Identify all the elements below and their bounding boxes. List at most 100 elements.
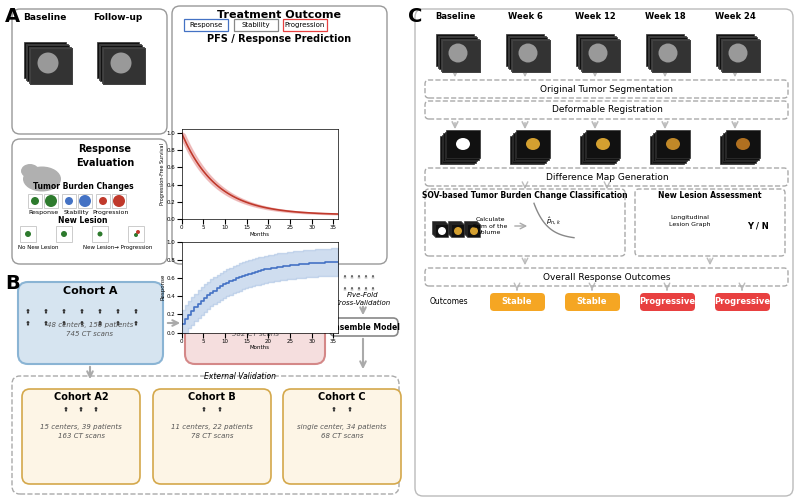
FancyBboxPatch shape	[172, 6, 387, 264]
Bar	[449, 222, 462, 235]
Bar	[581, 38, 618, 71]
Text: Cohort A2: Cohort A2	[54, 392, 108, 402]
Circle shape	[110, 52, 131, 74]
Bar	[56, 226, 72, 242]
FancyBboxPatch shape	[117, 311, 119, 314]
Text: External Validation: External Validation	[204, 372, 276, 381]
Text: A: A	[5, 7, 20, 26]
Text: B: B	[5, 274, 20, 293]
Circle shape	[134, 309, 138, 312]
Text: Baseline: Baseline	[23, 13, 66, 22]
Bar	[646, 34, 684, 66]
FancyBboxPatch shape	[286, 311, 290, 314]
Circle shape	[214, 321, 218, 324]
Bar	[112, 194, 126, 208]
Text: Outcomes: Outcomes	[430, 297, 469, 306]
FancyBboxPatch shape	[350, 277, 354, 279]
Bar	[451, 224, 464, 237]
Circle shape	[358, 287, 360, 289]
Text: Cohort C: Cohort C	[318, 392, 366, 402]
Circle shape	[81, 309, 83, 312]
Text: Difference Map Generation: Difference Map Generation	[546, 172, 668, 181]
FancyBboxPatch shape	[117, 324, 119, 326]
Bar	[20, 226, 36, 242]
Bar	[464, 221, 477, 234]
Bar	[722, 40, 760, 72]
FancyBboxPatch shape	[344, 277, 346, 279]
Bar	[582, 40, 620, 72]
FancyBboxPatch shape	[62, 311, 66, 314]
Text: Stable: Stable	[502, 297, 532, 306]
Bar	[128, 226, 144, 242]
Bar	[582, 40, 620, 72]
X-axis label: Months: Months	[250, 345, 270, 350]
Y-axis label: Progression-Free Survival: Progression-Free Survival	[160, 143, 166, 205]
Text: Week 24: Week 24	[714, 12, 755, 21]
Bar	[448, 221, 461, 234]
Bar	[184, 19, 228, 31]
Circle shape	[372, 287, 374, 289]
Circle shape	[250, 309, 254, 312]
Bar	[441, 38, 478, 71]
Text: PFS / Response Prediction: PFS / Response Prediction	[207, 34, 351, 44]
Text: Deformable Registration: Deformable Registration	[551, 105, 662, 114]
FancyBboxPatch shape	[333, 409, 335, 412]
FancyBboxPatch shape	[197, 311, 199, 314]
FancyBboxPatch shape	[250, 311, 254, 314]
Text: Progressive: Progressive	[714, 297, 770, 306]
FancyBboxPatch shape	[365, 289, 367, 291]
Bar	[62, 194, 76, 208]
Text: New Lesion Assessment: New Lesion Assessment	[658, 191, 762, 200]
Bar	[720, 136, 754, 164]
Bar	[467, 224, 480, 237]
Bar	[511, 135, 546, 162]
FancyBboxPatch shape	[269, 324, 271, 326]
FancyBboxPatch shape	[94, 409, 98, 412]
Circle shape	[589, 43, 607, 62]
Circle shape	[372, 275, 374, 277]
Bar	[510, 38, 549, 71]
Bar	[439, 37, 477, 69]
Circle shape	[98, 309, 102, 312]
Text: Progression: Progression	[93, 210, 129, 215]
Circle shape	[45, 309, 47, 312]
Text: $\hat{p}_{n,k}$: $\hat{p}_{n,k}$	[546, 216, 562, 227]
Circle shape	[61, 231, 67, 237]
FancyBboxPatch shape	[81, 324, 83, 326]
FancyBboxPatch shape	[79, 409, 82, 412]
Circle shape	[214, 309, 218, 312]
Bar	[26, 43, 67, 80]
Circle shape	[197, 321, 199, 324]
Bar	[578, 35, 615, 68]
Bar	[450, 223, 463, 236]
FancyBboxPatch shape	[62, 324, 66, 326]
FancyBboxPatch shape	[250, 324, 254, 326]
Bar	[443, 133, 477, 161]
Circle shape	[79, 407, 82, 410]
Circle shape	[113, 195, 125, 207]
FancyBboxPatch shape	[269, 311, 271, 314]
Circle shape	[365, 287, 367, 289]
FancyBboxPatch shape	[286, 324, 290, 326]
FancyBboxPatch shape	[640, 293, 695, 311]
Bar	[719, 37, 757, 69]
FancyBboxPatch shape	[134, 324, 138, 326]
Bar	[96, 194, 110, 208]
Circle shape	[26, 321, 30, 324]
Circle shape	[197, 309, 199, 312]
Text: 33 centers, 111 patients
582 CT scans: 33 centers, 111 patients 582 CT scans	[212, 322, 298, 337]
Bar	[509, 37, 547, 69]
FancyBboxPatch shape	[185, 282, 325, 364]
FancyBboxPatch shape	[26, 324, 30, 326]
FancyBboxPatch shape	[490, 293, 545, 311]
Bar	[24, 42, 66, 78]
Text: Cohort A: Cohort A	[62, 286, 118, 296]
Circle shape	[286, 321, 290, 324]
Circle shape	[729, 43, 747, 62]
Bar	[103, 48, 145, 84]
Bar	[512, 40, 550, 72]
Text: single center, 34 patients
68 CT scans: single center, 34 patients 68 CT scans	[298, 424, 386, 438]
Bar	[435, 224, 448, 237]
Circle shape	[333, 407, 335, 410]
Circle shape	[233, 309, 235, 312]
